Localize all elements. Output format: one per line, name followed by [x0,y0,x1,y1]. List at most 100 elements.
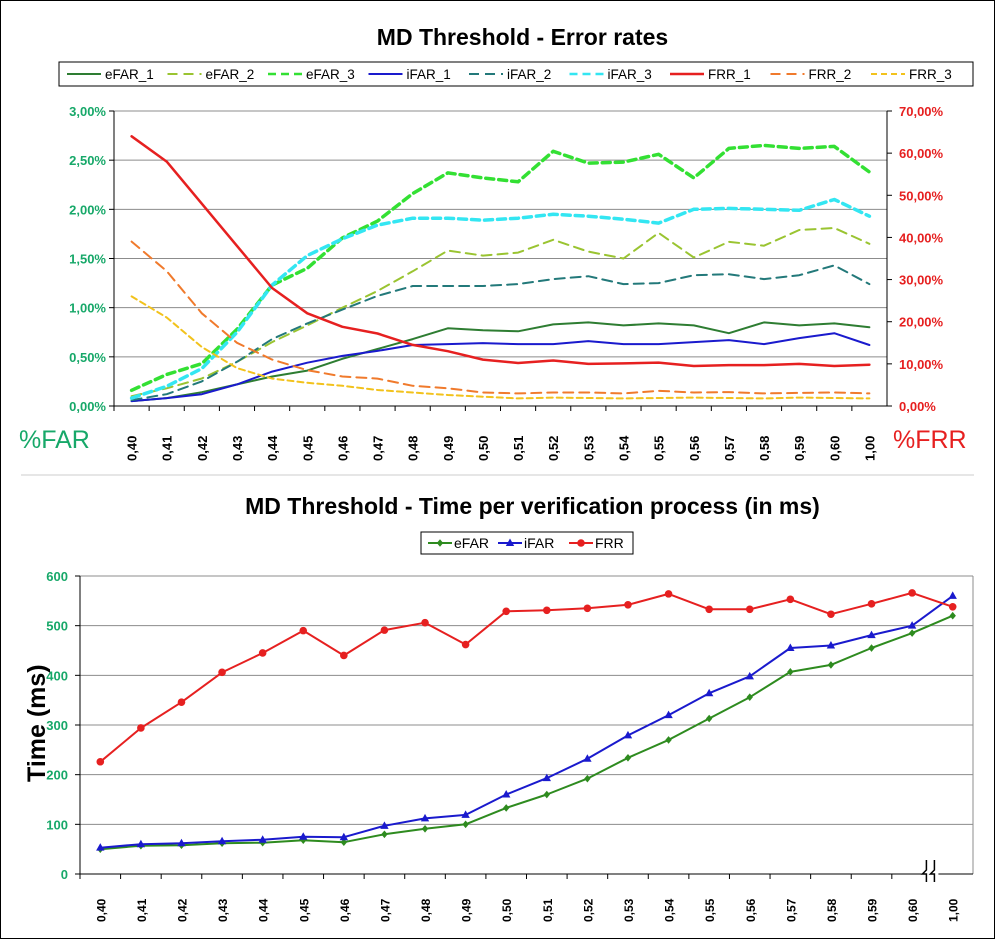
chart2-point-efar [868,644,875,652]
chart2-point-ifar [339,832,349,841]
chart1-right-tick-label: 40,00% [899,230,944,245]
chart1-right-tick-label: 0,00% [899,399,936,414]
chart2-point-efar [462,820,469,829]
chart2-point-efar [421,825,429,833]
chart2-point-frr [218,668,226,677]
chart2-point-frr [664,590,673,598]
chart2-point-frr [827,610,835,619]
chart2-x-tick-label: 0,51 [541,898,555,922]
chart2-x-tick-label: 0,58 [825,898,839,922]
chart2-point-ifar [542,773,551,782]
chart1-left-tick-label: 0,00% [69,399,106,414]
chart1-x-tick-label: 0,50 [476,436,491,461]
chart2-point-efar [908,629,916,637]
chart1-x-tick-label: 0,59 [792,436,807,461]
chart2-axis-break-right [928,860,936,882]
chart2-point-frr [705,605,713,614]
chart2-y-tick-label: 100 [46,817,68,832]
chart2-legend-label-ifar: iFAR [524,535,554,551]
chart1-right-tick-label: 20,00% [899,315,944,330]
chart2-point-ifar [704,688,714,697]
chart1-left-tick-label: 1,50% [69,252,106,267]
chart2-legend: eFAR iFAR FRR [420,531,634,555]
chart1-legend-item-frr-2: FRR_2 [770,67,851,82]
chart2-x-tick-label: 0,59 [866,898,880,922]
chart2-point-efar [381,830,388,839]
chart2-point-efar [340,838,348,847]
chart2-series-line-ifar [100,595,954,849]
chart1-legend-item-ifar-2: iFAR_2 [469,67,551,82]
chart1-x-tick-label: 0,57 [722,436,737,461]
chart2-point-efar [584,774,591,783]
chart2-point-ifar [258,835,267,843]
chart1-right-tick-label: 70,00% [899,104,944,119]
chart2-point-ifar [96,843,105,851]
chart2-x-tick-label: 0,48 [419,898,433,922]
chart2-point-frr [340,651,348,660]
chart1-series-line-frr-3 [130,295,871,400]
chart1-legend-item-efar-3: eFAR_3 [268,67,355,82]
chart2-point-efar [300,836,307,845]
chart2-series-line-frr [99,591,954,763]
chart2-point-ifar [745,671,754,680]
chart2-point-ifar [217,836,227,845]
chart2-point-frr [177,698,186,706]
chart2-point-frr [908,589,916,597]
chart1-legend-label-efar-2: eFAR_2 [206,67,255,82]
chart1-series-line-frr-1 [130,135,871,368]
chart2-x-tick-label: 0,52 [581,898,595,922]
chart2-point-ifar [177,838,186,847]
chart1-series-line-ifar-3 [129,197,872,400]
chart1-title: MD Threshold - Error rates [377,24,668,50]
chart2-point-ifar [461,810,470,818]
chart2-point-efar [624,753,632,762]
chart2-x-tick-label: 0,45 [297,898,311,922]
chart2-point-ifar [664,710,673,719]
chart2-x-tick-label: 0,50 [500,898,514,922]
chart1-x-tick-label: 0,40 [125,436,140,461]
chart2-point-efar [787,668,794,676]
chart1-right-tick-label: 50,00% [899,188,944,203]
chart2-series-markers-frr [96,589,957,766]
chart2-y-axis-label: Time (ms) [23,664,51,782]
chart2-point-ifar [380,821,389,829]
chart2-x-tick-label: 0,47 [378,898,392,922]
chart2-point-frr [380,626,389,634]
chart2-point-frr [583,604,592,613]
chart1-legend-label-frr-1: FRR_1 [708,67,751,82]
chart2-legend-label-efar: eFAR [454,535,489,551]
chart2-axis-break-marker [920,860,939,882]
chart2-title: MD Threshold - Time per verification pro… [245,493,820,519]
chart1-x-tick-label: 1,00 [862,436,877,461]
chart2-point-frr [867,600,876,608]
chart1-series-line-efar-3 [129,143,872,393]
chart2-point-frr [421,618,429,627]
chart2-y-tick-label: 300 [46,718,68,733]
chart2-legend-marker-frr [577,539,585,547]
chart1-x-tick-label: 0,44 [265,435,280,461]
chart2-axis-break-left [920,860,928,882]
chart2-point-frr [542,606,551,615]
chart1-x-tick-label: 0,51 [511,436,526,461]
chart1-legend-label-efar-3: eFAR_3 [306,67,355,82]
chart2-point-efar [705,714,713,723]
chart2-legend-marker-efar [436,539,444,547]
chart2-x-tick-label: 0,44 [257,898,271,922]
chart2-point-frr [96,757,105,766]
chart1-left-tick-label: 1,00% [69,301,106,316]
chart2-point-ifar [907,621,917,629]
chart2-x-tick-label: 0,43 [216,898,230,922]
chart2-point-efar [503,804,510,812]
chart2-x-tick-label: 0,55 [703,898,717,922]
chart1-x-tick-label: 0,52 [546,436,561,461]
chart1-x-tick-label: 0,60 [827,436,842,461]
chart2-point-frr [258,649,267,657]
chart2-point-frr [948,602,957,611]
chart2-legend-box [420,531,634,555]
chart2-point-ifar [583,754,592,762]
chart1-x-tick-label: 0,49 [441,436,456,461]
chart1-legend-label-ifar-3: iFAR_3 [608,67,652,82]
chart2-point-ifar [136,839,146,848]
chart2-legend-label-frr: FRR [595,535,624,551]
